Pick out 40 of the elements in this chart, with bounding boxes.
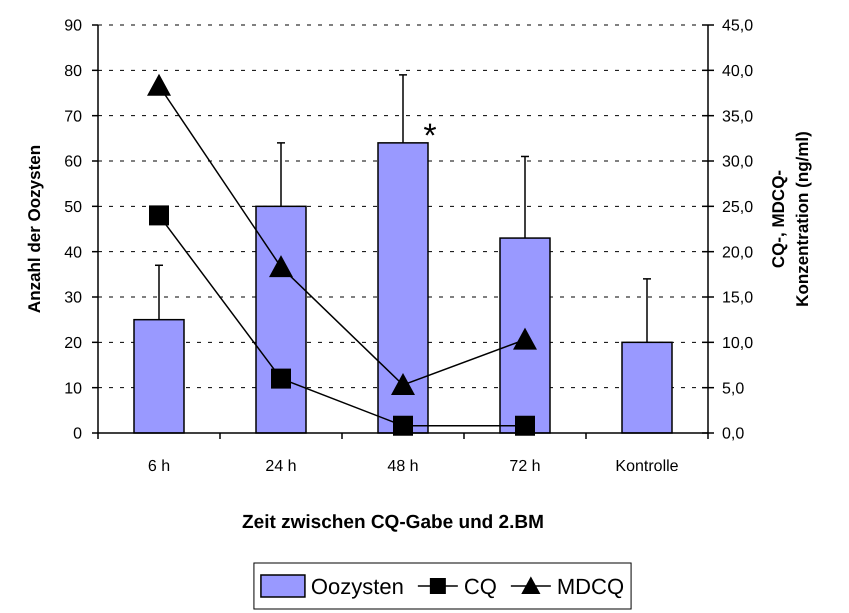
y2-tick-label: 10,0 [722,334,754,352]
x-axis-title: Zeit zwischen CQ-Gabe und 2.BM [242,512,544,533]
y-tick-label: 10 [64,380,82,398]
point [393,416,413,436]
x-tick-label: 72 h [509,458,541,475]
legend-label: Oozysten [310,574,404,599]
point [147,74,171,96]
x-tick-label: 48 h [387,458,419,475]
point [513,328,537,350]
legend-label: MDCQ [556,574,624,599]
point [149,205,169,226]
y2-tick-label: 20,0 [722,244,754,262]
y2-tick-label: 5,0 [722,380,744,398]
point [515,416,535,436]
x-tick-label: 24 h [265,458,297,475]
y2-tick-label: 35,0 [722,108,754,126]
y2-axis-title: CQ-, MDCQ- Konzentration (ng/ml) [769,131,812,307]
y-tick-label: 50 [64,198,82,216]
y-tick-label: 20 [64,334,82,352]
y-tick-label: 60 [64,154,82,171]
point [271,368,291,389]
y-tick-label: 90 [64,18,82,35]
legend-label: CQ [464,574,497,599]
y2-tick-label: 45,0 [722,18,754,35]
y2-tick-label: 0,0 [722,426,744,443]
y-tick-label: 70 [64,108,82,126]
y2-tick-label: 25,0 [722,198,754,216]
x-tick-label: 6 h [148,458,170,475]
point [391,372,415,395]
y2-tick-label: 40,0 [722,62,754,80]
y-axis-title: Anzahl der Oozysten [25,144,44,314]
y-tick-label: 40 [64,244,82,262]
y2-tick-label: 30,0 [722,154,754,171]
point [269,255,293,278]
annotation: * [423,116,437,155]
y-tick-label: 80 [64,62,82,80]
y-tick-label: 0 [73,426,82,443]
y-tick-label: 30 [64,290,82,307]
y2-tick-label: 15,0 [722,290,754,307]
x-tick-label: Kontrolle [615,458,679,475]
